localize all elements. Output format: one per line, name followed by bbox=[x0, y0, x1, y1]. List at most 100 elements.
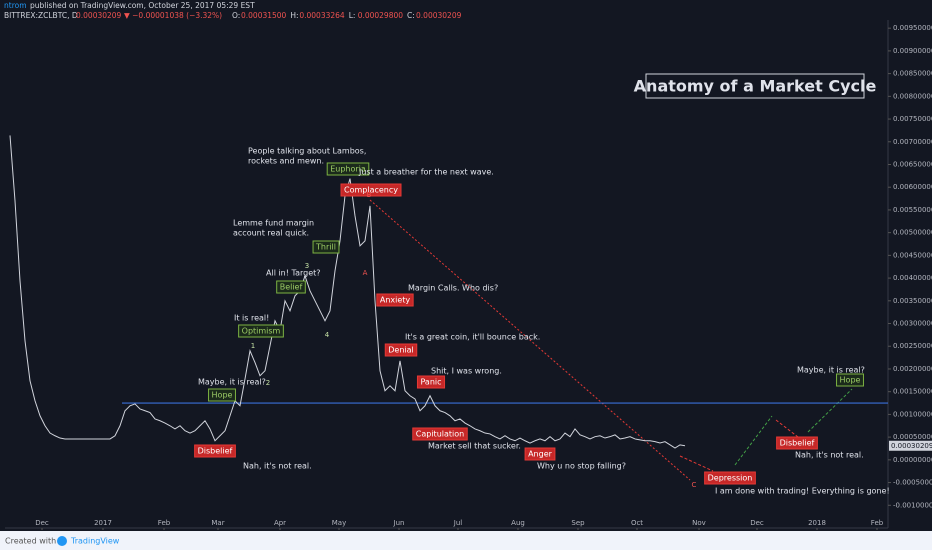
wave-label: 1 bbox=[251, 342, 255, 350]
x-tick-label: Apr bbox=[274, 519, 286, 527]
label-box bbox=[384, 343, 418, 357]
y-tick-label: 0.00900000 bbox=[893, 47, 932, 55]
y-tick-label: 0.00250000 bbox=[893, 342, 932, 350]
x-tick-label: May bbox=[332, 519, 346, 527]
label-box bbox=[238, 324, 284, 338]
annotation: I am done with trading! Everything is go… bbox=[715, 487, 890, 496]
chart-title: Anatomy of a Market Cycle bbox=[634, 77, 877, 96]
label-box bbox=[836, 373, 864, 387]
label-text: Hope bbox=[840, 376, 861, 385]
label-box bbox=[376, 293, 414, 307]
annotation: Lemme fund margin bbox=[233, 219, 314, 228]
annotation: People talking about Lambos, bbox=[248, 147, 366, 156]
footer-bar bbox=[0, 531, 932, 550]
label-text: Complacency bbox=[344, 186, 398, 195]
footer-text: Created with bbox=[5, 537, 56, 546]
wave-label: C bbox=[692, 481, 697, 489]
ohlc-value: 0.00033264 bbox=[299, 11, 345, 20]
y-tick-label: 0.00100000 bbox=[893, 410, 932, 418]
x-tick-label: Feb bbox=[871, 519, 884, 527]
ohlc-value: 0.00029800 bbox=[358, 11, 404, 20]
label-box bbox=[416, 375, 446, 389]
footer-brand[interactable]: TradingView bbox=[70, 537, 120, 546]
label-text: Anger bbox=[528, 450, 553, 459]
y-tick-label: 0.00350000 bbox=[893, 297, 932, 305]
arrow bbox=[807, 388, 853, 433]
x-tick-label: Mar bbox=[211, 519, 224, 527]
label-text: Thrill bbox=[315, 243, 336, 252]
annotation: It's a great coin, it'll bounce back. bbox=[405, 333, 540, 342]
ohlc-label: C: bbox=[407, 11, 415, 20]
ohlc-label: L: bbox=[349, 11, 356, 20]
wave-label: A bbox=[363, 269, 368, 277]
author[interactable]: ntrom bbox=[4, 1, 27, 10]
annotation: Market sell that sucker. bbox=[428, 442, 521, 451]
annotation: rockets and mewn. bbox=[248, 157, 324, 166]
symbol: BITTREX:ZCLBTC, D bbox=[4, 11, 78, 20]
annotation: It is real! bbox=[234, 314, 269, 323]
wave-label: 3 bbox=[305, 262, 309, 270]
annotation: Why u no stop falling? bbox=[537, 462, 626, 471]
annotation: Shit, I was wrong. bbox=[431, 367, 502, 376]
title-box bbox=[645, 73, 865, 99]
y-tick-label: 0.00750000 bbox=[893, 115, 932, 123]
label-box bbox=[340, 183, 402, 197]
x-tick-label: Jul bbox=[453, 519, 463, 527]
y-tick-label: -0.00100000 bbox=[893, 501, 932, 509]
label-text: Optimism bbox=[242, 327, 281, 336]
x-tick-label: Dec bbox=[750, 519, 764, 527]
ohlc-value: 0.00031500 bbox=[241, 11, 287, 20]
logo bbox=[57, 536, 67, 546]
x-tick-label: Sep bbox=[571, 519, 585, 527]
y-tick-label: 0.00450000 bbox=[893, 251, 932, 259]
ohlc-value: 0.00030209 bbox=[416, 11, 462, 20]
x-tick-label: Jun bbox=[393, 519, 405, 527]
y-tick-label: 0.00150000 bbox=[893, 388, 932, 396]
label-text: Panic bbox=[420, 378, 441, 387]
ohlc-label: O: bbox=[232, 11, 240, 20]
label-text: Disbelief bbox=[780, 439, 815, 448]
annotation: account real quick. bbox=[233, 229, 309, 238]
x-tick-label: Nov bbox=[692, 519, 706, 527]
annotation: Margin Calls. Who dis? bbox=[408, 284, 498, 293]
label-box bbox=[326, 162, 370, 176]
y-tick-label: 0.00850000 bbox=[893, 70, 932, 78]
y-tick-label: 0.00700000 bbox=[893, 138, 932, 146]
label-box bbox=[776, 436, 818, 450]
wave-label: B bbox=[367, 191, 372, 199]
label-text: Denial bbox=[388, 346, 414, 355]
annotation: Just a breather for the next wave. bbox=[358, 168, 494, 177]
y-tick-label: 0.00650000 bbox=[893, 160, 932, 168]
annotation: Maybe, it is real? bbox=[198, 378, 266, 387]
arrow bbox=[734, 415, 773, 466]
y-tick-label: 0.00950000 bbox=[893, 24, 932, 32]
label-box bbox=[312, 240, 340, 254]
annotation: Maybe, it is real? bbox=[797, 366, 865, 375]
label-text: Disbelief bbox=[198, 447, 233, 456]
y-tick-label: 0.00300000 bbox=[893, 320, 932, 328]
arrow bbox=[679, 455, 714, 472]
last: 0.00030209 bbox=[76, 11, 122, 20]
change: ▼ −0.00001038 (−3.32%) bbox=[124, 11, 222, 20]
y-tick-label: 0.00050000 bbox=[893, 433, 932, 441]
y-tick-label: 0.00500000 bbox=[893, 229, 932, 237]
y-tick-label: 0.00000000 bbox=[893, 456, 932, 464]
trend-line bbox=[369, 199, 691, 481]
y-tick-label: 0.00550000 bbox=[893, 206, 932, 214]
label-text: Belief bbox=[280, 283, 303, 292]
label-box bbox=[524, 447, 556, 461]
label-text: Depression bbox=[708, 474, 753, 483]
label-text: Hope bbox=[212, 391, 233, 400]
x-tick-label: Dec bbox=[35, 519, 49, 527]
annotation: Nah, it's not real. bbox=[243, 462, 312, 471]
wave-label: 2 bbox=[266, 379, 270, 387]
x-tick-label: Aug bbox=[511, 519, 525, 527]
wave-label: 4 bbox=[325, 331, 330, 339]
label-box bbox=[208, 388, 236, 402]
y-tick-label: -0.00050000 bbox=[893, 479, 932, 487]
x-tick-label: 2017 bbox=[94, 519, 112, 527]
x-tick-label: 2018 bbox=[808, 519, 826, 527]
y-tick-label: 0.00800000 bbox=[893, 92, 932, 100]
label-box bbox=[704, 471, 756, 485]
label-text: Capitulation bbox=[416, 430, 464, 439]
